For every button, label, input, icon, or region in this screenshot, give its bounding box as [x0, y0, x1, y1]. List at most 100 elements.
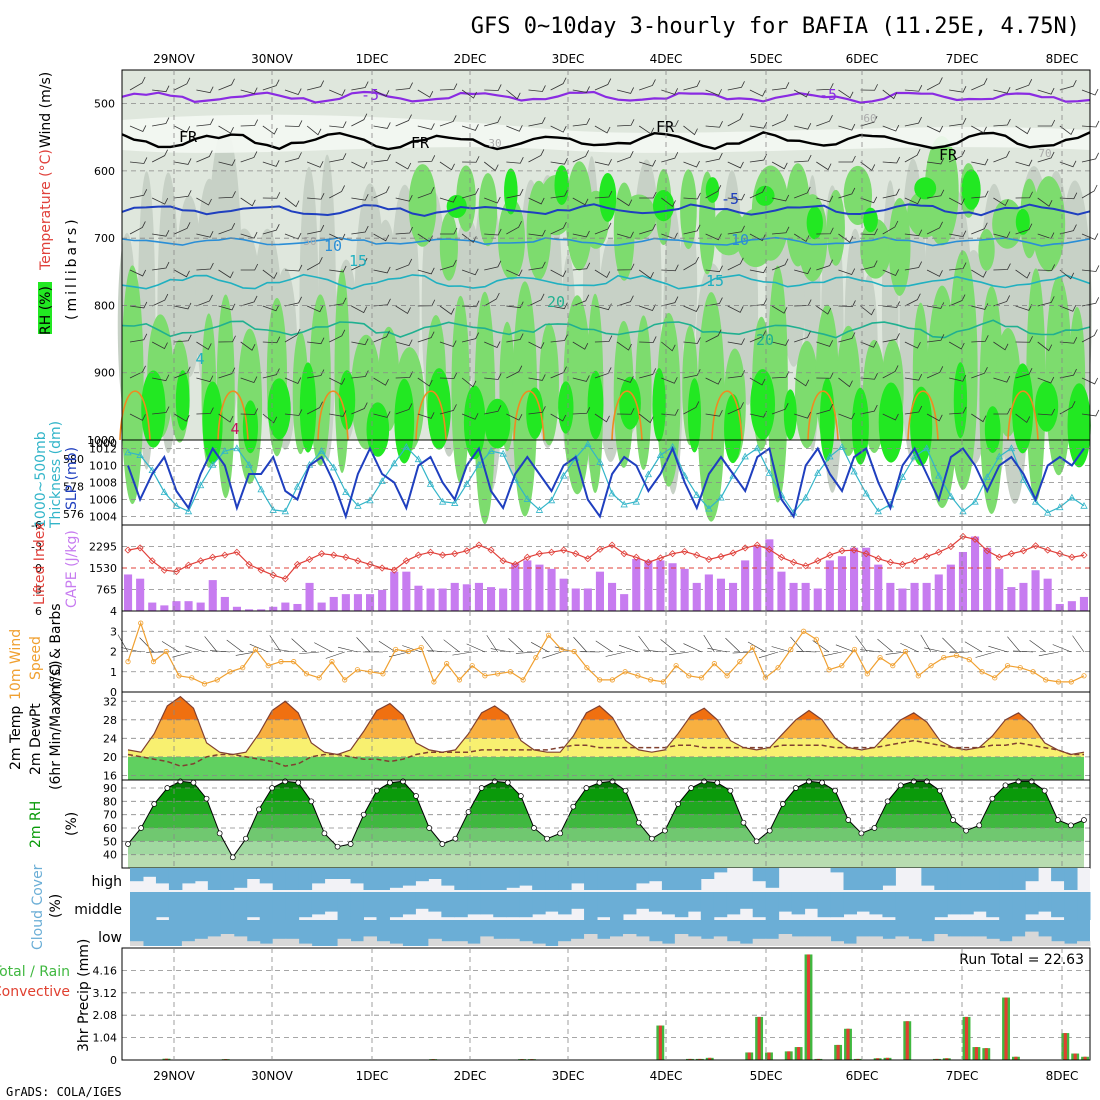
- cloud-high-bar: [415, 868, 429, 882]
- surface-wind-barb: [885, 651, 906, 655]
- lifted-index-marker: [439, 551, 447, 559]
- slp-top-label: 1000: [89, 437, 117, 450]
- surface-wind-barb: [1072, 635, 1085, 653]
- wind-barb: [306, 257, 323, 271]
- cloud-middle-bar: [610, 892, 624, 920]
- cloud-middle-bar: [155, 892, 170, 918]
- date-label-bottom: 7DEC: [946, 1069, 979, 1083]
- wind-speed-marker: [597, 677, 603, 683]
- lifted-index-marker: [947, 542, 955, 551]
- lifted-index-marker: [523, 553, 531, 561]
- rh2-band: [128, 854, 1084, 868]
- lifted-index-marker: [971, 535, 979, 543]
- surface-wind-barb: [443, 639, 460, 653]
- wind-barb: [993, 407, 1011, 415]
- rh-bright-area: [242, 400, 259, 454]
- rh-green-area: [563, 295, 592, 495]
- thickness-marker: [209, 460, 217, 468]
- cape-bar: [317, 602, 326, 611]
- wind-barb: [329, 233, 346, 241]
- wind-barb: [683, 160, 700, 168]
- rh-green-area: [826, 189, 845, 266]
- slp-tick-label: 1008: [89, 477, 117, 490]
- thickness-marker: [910, 452, 919, 460]
- wind-barb: [1015, 79, 1033, 91]
- lifted-index-marker: [644, 558, 652, 566]
- slp-thickness-panel: 1012 1010 1008 1006 1004 580 578 576 1000 1000~5…: [33, 421, 1091, 529]
- cloud-low-bar: [350, 941, 365, 946]
- wind-barb: [307, 193, 325, 200]
- surface-wind-barb: [573, 636, 588, 653]
- lifted-index-marker: [850, 546, 858, 554]
- temp2m-panel: 32 28 24 20 16 2m Temp 2m DewPt (6hr Min/Max…: [8, 660, 1091, 790]
- temp-band: [128, 696, 1084, 720]
- wind-barb: [329, 329, 346, 343]
- cloud-panel: high middle low Cloud Cover (%): [30, 864, 1091, 950]
- rh-bright-area: [705, 177, 720, 203]
- cloud-middle-bar: [986, 892, 1000, 918]
- wind-barb: [772, 226, 790, 235]
- cloud-low-bar: [661, 943, 676, 946]
- cape-bar: [632, 559, 641, 611]
- wind-tick-label: 1: [110, 666, 117, 679]
- wind-barb: [528, 229, 546, 237]
- cloud-high-bar: [155, 868, 170, 884]
- wind-barb: [284, 328, 301, 343]
- thickness-marker: [971, 497, 979, 505]
- cloud-middle-bar: [233, 892, 248, 920]
- surface-wind-barb: [1029, 640, 1046, 653]
- wind-barb: [572, 375, 590, 382]
- surface-wind-barb: [204, 636, 218, 653]
- wind-barb: [926, 221, 943, 235]
- surface-wind-barb: [121, 647, 141, 653]
- rh2m-marker: [819, 779, 825, 786]
- contour-label: 10: [731, 231, 749, 249]
- wind10m-label-3: (m/s) & Barbs: [48, 603, 64, 700]
- cape-bar: [353, 594, 362, 611]
- date-label-bottom: 1DEC: [356, 1069, 389, 1083]
- thickness-marker: [693, 491, 701, 498]
- rh2m-marker: [740, 819, 747, 826]
- wind-barb: [705, 89, 722, 96]
- slp-tick-label: 1012: [89, 443, 117, 456]
- wind-barb: [262, 336, 281, 344]
- contour-label: 70: [1038, 147, 1051, 160]
- surface-wind-barb: [683, 643, 702, 653]
- wind-speed-marker: [1043, 677, 1049, 683]
- lifted-index-marker: [233, 548, 241, 556]
- temp-band: [128, 756, 1084, 780]
- contour-label: 60: [863, 112, 876, 125]
- cloud-high-bar: [168, 868, 183, 890]
- precip-convective-bar: [876, 1058, 880, 1060]
- wind-barb: [1081, 120, 1100, 128]
- wind-barb: [572, 407, 591, 415]
- thickness-marker: [862, 489, 870, 497]
- wind-barb: [373, 411, 391, 418]
- wind-barb: [771, 403, 789, 415]
- wind-barb: [572, 86, 590, 93]
- wind-barb: [306, 305, 324, 313]
- wind-speed-marker: [686, 673, 692, 679]
- surface-wind-barb: [210, 650, 230, 653]
- cloud-high-bar: [298, 868, 313, 890]
- thickness-marker: [935, 471, 943, 479]
- wind-barb: [506, 301, 524, 309]
- thickness-marker: [983, 473, 991, 480]
- wind-barb: [174, 158, 192, 165]
- cape-bar: [813, 588, 822, 611]
- rh2-band: [128, 788, 1084, 802]
- cloud-middle-bar: [856, 892, 870, 912]
- wind-barb: [329, 265, 347, 273]
- wind-barb: [484, 292, 500, 307]
- rh2m-marker: [675, 801, 681, 807]
- wind-barb: [484, 341, 501, 348]
- wind-barb: [971, 413, 987, 423]
- rh-green-area: [680, 169, 697, 250]
- cape-bar: [1019, 582, 1028, 611]
- cloud-low-bar: [830, 941, 845, 946]
- wind-barb: [971, 222, 988, 235]
- surface-wind-barb: [299, 651, 320, 655]
- wind-barb: [926, 413, 943, 422]
- rh2m-marker: [544, 835, 550, 842]
- cape-bar: [765, 539, 774, 611]
